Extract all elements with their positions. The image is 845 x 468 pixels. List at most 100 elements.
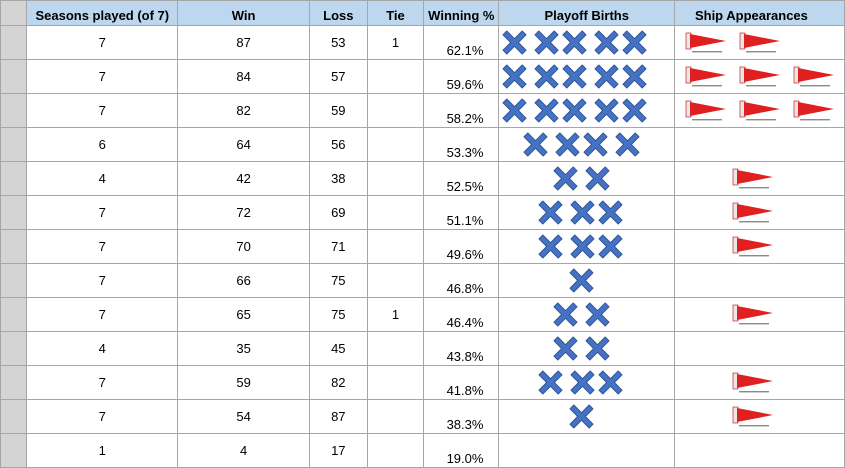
cell-seasons[interactable]: 4 xyxy=(26,331,179,366)
header-ship-appearances[interactable]: Ship Appearances xyxy=(673,0,845,26)
cell-winning-pct[interactable]: 43.8% xyxy=(423,331,500,366)
header-playoff-births[interactable]: Playoff Births xyxy=(498,0,675,26)
cell-win[interactable]: 82 xyxy=(177,93,310,128)
header-seasons[interactable]: Seasons played (of 7) xyxy=(26,0,179,26)
cell-win[interactable]: 87 xyxy=(177,25,310,60)
cell-loss[interactable]: 53 xyxy=(308,25,368,60)
cell-tie[interactable] xyxy=(366,195,425,230)
cell-tie[interactable] xyxy=(366,127,425,162)
cell-tie[interactable]: 1 xyxy=(366,25,425,60)
cell-loss[interactable]: 59 xyxy=(308,93,368,128)
row-header[interactable] xyxy=(0,399,28,434)
cell-playoff-births[interactable] xyxy=(498,331,675,366)
cell-seasons[interactable]: 7 xyxy=(26,297,179,332)
row-header[interactable] xyxy=(0,25,28,60)
cell-playoff-births[interactable] xyxy=(498,93,675,128)
cell-win[interactable]: 35 xyxy=(177,331,310,366)
cell-seasons[interactable]: 7 xyxy=(26,229,179,264)
row-header[interactable] xyxy=(0,229,28,264)
cell-winning-pct[interactable]: 53.3% xyxy=(423,127,500,162)
row-header-corner[interactable] xyxy=(0,0,28,26)
cell-playoff-births[interactable] xyxy=(498,263,675,298)
cell-seasons[interactable]: 4 xyxy=(26,161,179,196)
cell-playoff-births[interactable] xyxy=(498,365,675,400)
cell-win[interactable]: 64 xyxy=(177,127,310,162)
cell-playoff-births[interactable] xyxy=(498,127,675,162)
row-header[interactable] xyxy=(0,331,28,366)
cell-loss[interactable]: 82 xyxy=(308,365,368,400)
cell-seasons[interactable]: 7 xyxy=(26,399,179,434)
cell-loss[interactable]: 87 xyxy=(308,399,368,434)
cell-tie[interactable] xyxy=(366,59,425,94)
cell-seasons[interactable]: 1 xyxy=(26,433,179,468)
cell-winning-pct[interactable]: 51.1% xyxy=(423,195,500,230)
cell-ship-appearances[interactable] xyxy=(673,433,845,468)
cell-winning-pct[interactable]: 38.3% xyxy=(423,399,500,434)
cell-loss[interactable]: 56 xyxy=(308,127,368,162)
cell-winning-pct[interactable]: 19.0% xyxy=(423,433,500,468)
header-loss[interactable]: Loss xyxy=(308,0,368,26)
cell-playoff-births[interactable] xyxy=(498,59,675,94)
cell-loss[interactable]: 75 xyxy=(308,263,368,298)
cell-winning-pct[interactable]: 59.6% xyxy=(423,59,500,94)
cell-playoff-births[interactable] xyxy=(498,161,675,196)
header-win[interactable]: Win xyxy=(177,0,310,26)
cell-seasons[interactable]: 6 xyxy=(26,127,179,162)
cell-playoff-births[interactable] xyxy=(498,195,675,230)
cell-tie[interactable] xyxy=(366,399,425,434)
cell-loss[interactable]: 57 xyxy=(308,59,368,94)
cell-ship-appearances[interactable] xyxy=(673,195,845,230)
cell-seasons[interactable]: 7 xyxy=(26,93,179,128)
cell-winning-pct[interactable]: 52.5% xyxy=(423,161,500,196)
cell-tie[interactable] xyxy=(366,161,425,196)
cell-win[interactable]: 66 xyxy=(177,263,310,298)
cell-loss[interactable]: 69 xyxy=(308,195,368,230)
cell-tie[interactable]: 1 xyxy=(366,297,425,332)
cell-tie[interactable] xyxy=(366,331,425,366)
cell-win[interactable]: 4 xyxy=(177,433,310,468)
cell-ship-appearances[interactable] xyxy=(673,399,845,434)
cell-seasons[interactable]: 7 xyxy=(26,195,179,230)
cell-winning-pct[interactable]: 49.6% xyxy=(423,229,500,264)
cell-ship-appearances[interactable] xyxy=(673,127,845,162)
cell-playoff-births[interactable] xyxy=(498,25,675,60)
cell-loss[interactable]: 17 xyxy=(308,433,368,468)
row-header[interactable] xyxy=(0,59,28,94)
cell-seasons[interactable]: 7 xyxy=(26,59,179,94)
cell-seasons[interactable]: 7 xyxy=(26,365,179,400)
cell-win[interactable]: 72 xyxy=(177,195,310,230)
cell-ship-appearances[interactable] xyxy=(673,297,845,332)
cell-winning-pct[interactable]: 62.1% xyxy=(423,25,500,60)
row-header[interactable] xyxy=(0,263,28,298)
cell-winning-pct[interactable]: 41.8% xyxy=(423,365,500,400)
cell-win[interactable]: 59 xyxy=(177,365,310,400)
cell-playoff-births[interactable] xyxy=(498,297,675,332)
cell-loss[interactable]: 71 xyxy=(308,229,368,264)
cell-loss[interactable]: 45 xyxy=(308,331,368,366)
cell-win[interactable]: 65 xyxy=(177,297,310,332)
row-header[interactable] xyxy=(0,297,28,332)
cell-ship-appearances[interactable] xyxy=(673,331,845,366)
cell-playoff-births[interactable] xyxy=(498,433,675,468)
cell-loss[interactable]: 75 xyxy=(308,297,368,332)
cell-tie[interactable] xyxy=(366,433,425,468)
header-winning-pct[interactable]: Winning % xyxy=(423,0,500,26)
cell-win[interactable]: 84 xyxy=(177,59,310,94)
cell-ship-appearances[interactable] xyxy=(673,263,845,298)
cell-ship-appearances[interactable] xyxy=(673,93,845,128)
cell-winning-pct[interactable]: 58.2% xyxy=(423,93,500,128)
cell-loss[interactable]: 38 xyxy=(308,161,368,196)
cell-ship-appearances[interactable] xyxy=(673,365,845,400)
cell-ship-appearances[interactable] xyxy=(673,161,845,196)
cell-win[interactable]: 42 xyxy=(177,161,310,196)
cell-seasons[interactable]: 7 xyxy=(26,263,179,298)
cell-ship-appearances[interactable] xyxy=(673,59,845,94)
cell-seasons[interactable]: 7 xyxy=(26,25,179,60)
row-header[interactable] xyxy=(0,161,28,196)
cell-ship-appearances[interactable] xyxy=(673,229,845,264)
cell-ship-appearances[interactable] xyxy=(673,25,845,60)
cell-winning-pct[interactable]: 46.8% xyxy=(423,263,500,298)
cell-win[interactable]: 70 xyxy=(177,229,310,264)
row-header[interactable] xyxy=(0,127,28,162)
row-header[interactable] xyxy=(0,195,28,230)
